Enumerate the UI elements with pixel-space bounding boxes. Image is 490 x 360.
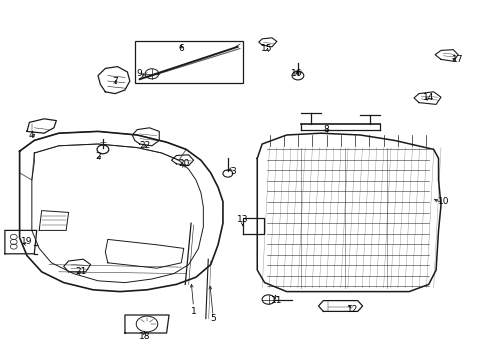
Text: 3: 3	[230, 166, 236, 175]
Text: 2: 2	[95, 152, 101, 161]
Text: 18: 18	[139, 332, 150, 341]
Text: 15: 15	[261, 44, 273, 53]
Text: 20: 20	[178, 159, 190, 168]
Bar	[135, 41, 243, 83]
Text: 7: 7	[112, 77, 118, 85]
Text: 22: 22	[139, 141, 150, 150]
Text: 9: 9	[137, 69, 143, 78]
Text: 14: 14	[423, 93, 435, 102]
Text: 10: 10	[438, 197, 449, 206]
Text: 17: 17	[452, 55, 464, 64]
Text: 8: 8	[323, 125, 329, 134]
Text: 5: 5	[210, 314, 216, 323]
Text: 16: 16	[291, 69, 302, 78]
Text: 19: 19	[21, 237, 33, 246]
Polygon shape	[257, 133, 441, 292]
Text: 21: 21	[75, 267, 87, 276]
Text: 11: 11	[271, 296, 283, 305]
Text: 6: 6	[178, 44, 184, 53]
Text: 13: 13	[237, 215, 248, 224]
Text: 1: 1	[191, 307, 196, 316]
Text: 4: 4	[29, 130, 35, 139]
Text: 12: 12	[347, 305, 359, 314]
